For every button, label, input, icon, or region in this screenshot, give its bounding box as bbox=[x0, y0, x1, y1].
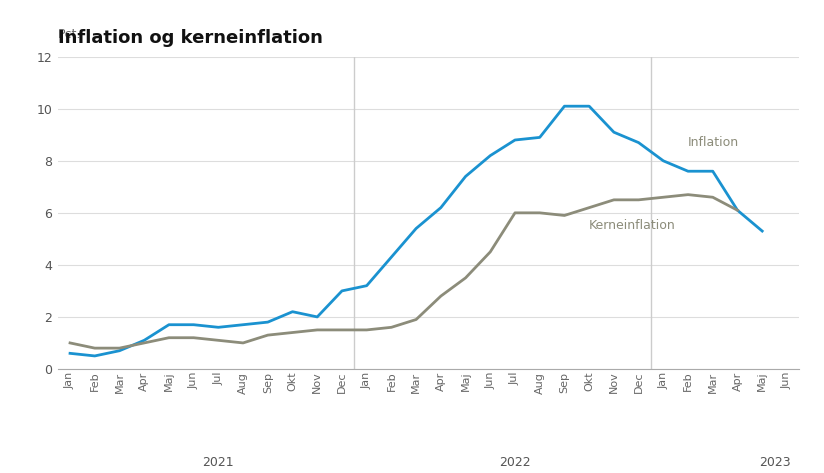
Text: Kerneinflation: Kerneinflation bbox=[589, 219, 676, 232]
Text: 2022: 2022 bbox=[499, 456, 531, 469]
Text: 2021: 2021 bbox=[203, 456, 234, 469]
Text: 2023: 2023 bbox=[759, 456, 790, 469]
Text: Inflation og kerneinflation: Inflation og kerneinflation bbox=[58, 29, 322, 47]
Text: Pct.: Pct. bbox=[58, 28, 81, 41]
Text: Inflation: Inflation bbox=[688, 136, 739, 149]
